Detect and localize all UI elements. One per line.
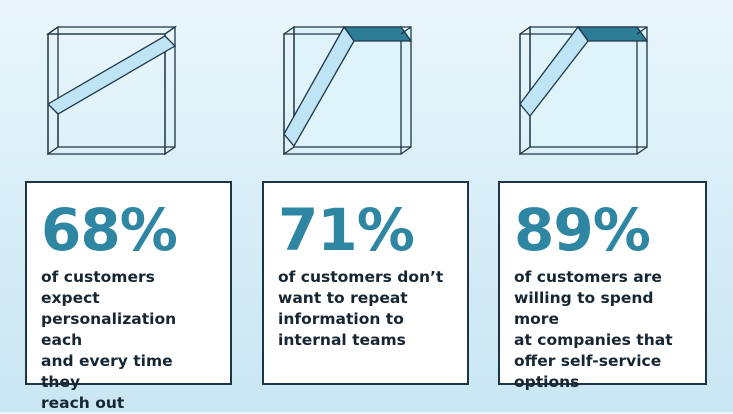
glass-cube-fill-high-icon <box>510 24 650 164</box>
stat-percent: 89% <box>514 196 651 264</box>
stat-description: of customers are willing to spend more a… <box>514 268 673 391</box>
stat-card: 89% of customers are willing to spend mo… <box>498 181 707 391</box>
stat-percent: 68% <box>41 196 178 264</box>
stat-description: of customers don’t want to repeat inform… <box>278 268 444 349</box>
stat-card: 71% of customers don’t want to repeat in… <box>262 181 469 385</box>
stat-description: of customers expect personalization each… <box>41 268 177 412</box>
glass-cube-fill-mid-icon <box>274 24 414 164</box>
glass-cube-fill-low-icon <box>38 24 178 164</box>
stat-percent: 71% <box>278 196 415 264</box>
stat-card: 68% of customers expect personalization … <box>25 181 232 412</box>
